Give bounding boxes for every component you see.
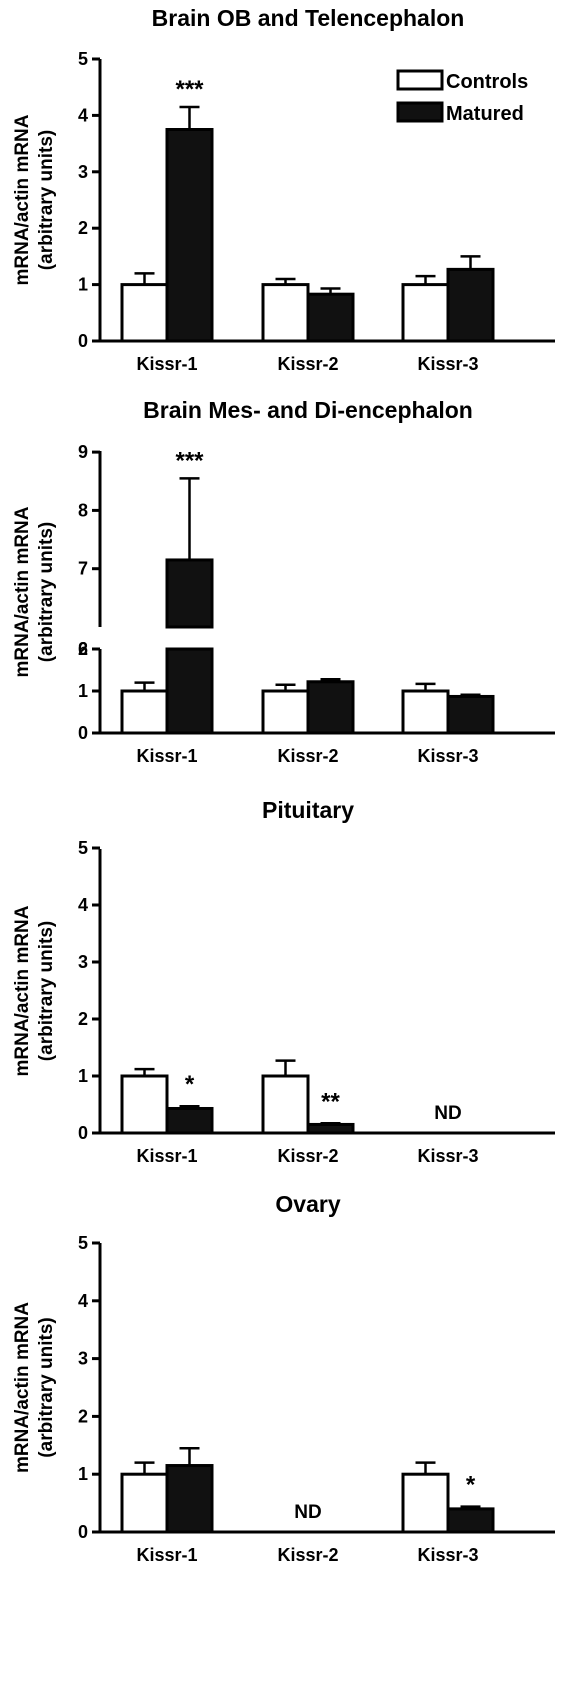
chart-panel-4: Ovary mRNA/actin mRNA (arbitrary units) 0 1 2… — [12, 1191, 555, 1565]
y-tick-label: 9 — [78, 442, 88, 462]
bar-controls — [261, 283, 310, 343]
chart-title: Brain OB and Telencephalon — [152, 5, 465, 31]
y-axis-label-line: (arbitrary units) — [36, 522, 57, 662]
y-axis-label: mRNA/actin mRNA (arbitrary units) — [12, 905, 57, 1076]
legend: Controls Matured — [396, 69, 528, 125]
significance-label: * — [466, 1472, 476, 1499]
y-tick-label: 1 — [78, 681, 88, 701]
bar-matured — [306, 292, 355, 343]
legend-swatch-matured — [396, 101, 444, 123]
y-tick-label: 0 — [78, 331, 88, 351]
not-detected-label: ND — [434, 1103, 461, 1124]
y-axis-label-line: mRNA/actin mRNA — [12, 1302, 33, 1473]
bar-controls — [120, 689, 169, 735]
chart-panel-1: Brain OB and Telencephalon mRNA/actin mRN… — [12, 5, 555, 374]
y-tick-label: 4 — [78, 105, 88, 125]
significance-label: ** — [321, 1088, 340, 1115]
y-tick-label: 7 — [78, 559, 88, 579]
y-tick-label: 1 — [78, 1464, 88, 1484]
y-axis-label: mRNA/actin mRNA (arbitrary units) — [12, 506, 57, 677]
legend-label-controls: Controls — [446, 71, 528, 93]
x-tick-label: Kissr-3 — [417, 746, 478, 766]
bar-matured — [446, 1507, 495, 1534]
y-tick-label: 2 — [78, 639, 88, 659]
y-tick-label: 0 — [78, 1123, 88, 1143]
x-tick-label: Kissr-2 — [277, 354, 338, 374]
bar-matured — [165, 647, 214, 735]
legend-label-matured: Matured — [446, 103, 524, 125]
y-tick-label: 4 — [78, 1291, 88, 1311]
bar-controls — [120, 283, 169, 343]
y-axis-label: mRNA/actin mRNA (arbitrary units) — [12, 114, 57, 285]
x-tick-label: Kissr-1 — [136, 746, 197, 766]
bar-matured — [446, 694, 495, 735]
x-tick-label: Kissr-2 — [277, 1146, 338, 1166]
y-axis-label-line: mRNA/actin mRNA — [12, 506, 33, 677]
bar-matured — [165, 1106, 214, 1135]
y-tick-label: 6 — [78, 639, 88, 659]
chart-panel-3: Pituitary mRNA/actin mRNA (arbitrary units… — [12, 797, 555, 1166]
bar-controls — [401, 283, 450, 343]
y-tick-label: 1 — [78, 275, 88, 295]
x-tick-label: Kissr-2 — [277, 1545, 338, 1565]
x-tick-label: Kissr-1 — [136, 354, 197, 374]
y-axis-label-line: mRNA/actin mRNA — [12, 114, 33, 285]
legend-swatch-controls — [396, 69, 444, 91]
y-tick-label: 5 — [78, 838, 88, 858]
chart-title: Brain Mes- and Di-encephalon — [143, 397, 473, 423]
x-tick-label: Kissr-1 — [136, 1545, 197, 1565]
y-axis-label-line: mRNA/actin mRNA — [12, 905, 33, 1076]
chart-title: Ovary — [275, 1191, 340, 1217]
y-tick-label: 3 — [78, 1349, 88, 1369]
bar-controls — [401, 1472, 450, 1534]
significance-label: *** — [175, 447, 204, 474]
not-detected-label: ND — [294, 1502, 321, 1523]
y-tick-label: 8 — [78, 500, 88, 520]
y-tick-label: 2 — [78, 1009, 88, 1029]
y-tick-label: 5 — [78, 1233, 88, 1253]
x-tick-label: Kissr-3 — [417, 354, 478, 374]
y-axis-label-line: (arbitrary units) — [36, 921, 57, 1061]
y-tick-label: 2 — [78, 1406, 88, 1426]
significance-label: *** — [175, 76, 204, 103]
bar-matured-upper — [165, 558, 214, 629]
y-axis-label-line: (arbitrary units) — [36, 1317, 57, 1457]
bar-matured — [446, 267, 495, 343]
bar-matured — [165, 128, 214, 343]
y-tick-label: 3 — [78, 162, 88, 182]
x-tick-label: Kissr-2 — [277, 746, 338, 766]
bar-controls — [261, 1074, 310, 1135]
y-tick-label: 1 — [78, 1066, 88, 1086]
y-tick-label: 0 — [78, 1522, 88, 1542]
bar-controls — [261, 689, 310, 735]
y-axis-label: mRNA/actin mRNA (arbitrary units) — [12, 1302, 57, 1473]
bar-matured — [306, 1122, 355, 1135]
x-tick-label: Kissr-1 — [136, 1146, 197, 1166]
y-axis-label-line: (arbitrary units) — [36, 130, 57, 270]
y-tick-label: 2 — [78, 218, 88, 238]
bar-matured — [306, 680, 355, 735]
bar-controls — [401, 689, 450, 735]
y-tick-label: 0 — [78, 723, 88, 743]
x-tick-label: Kissr-3 — [417, 1146, 478, 1166]
bar-controls — [120, 1074, 169, 1135]
bar-controls — [120, 1472, 169, 1534]
bar-matured — [165, 1464, 214, 1534]
chart-panel-2: Brain Mes- and Di-encephalon mRNA/actin m… — [12, 397, 555, 766]
y-tick-label: 4 — [78, 895, 88, 915]
y-tick-label: 3 — [78, 952, 88, 972]
chart-title: Pituitary — [262, 797, 354, 823]
significance-label: * — [185, 1071, 195, 1098]
y-tick-label: 5 — [78, 49, 88, 69]
x-tick-label: Kissr-3 — [417, 1545, 478, 1565]
